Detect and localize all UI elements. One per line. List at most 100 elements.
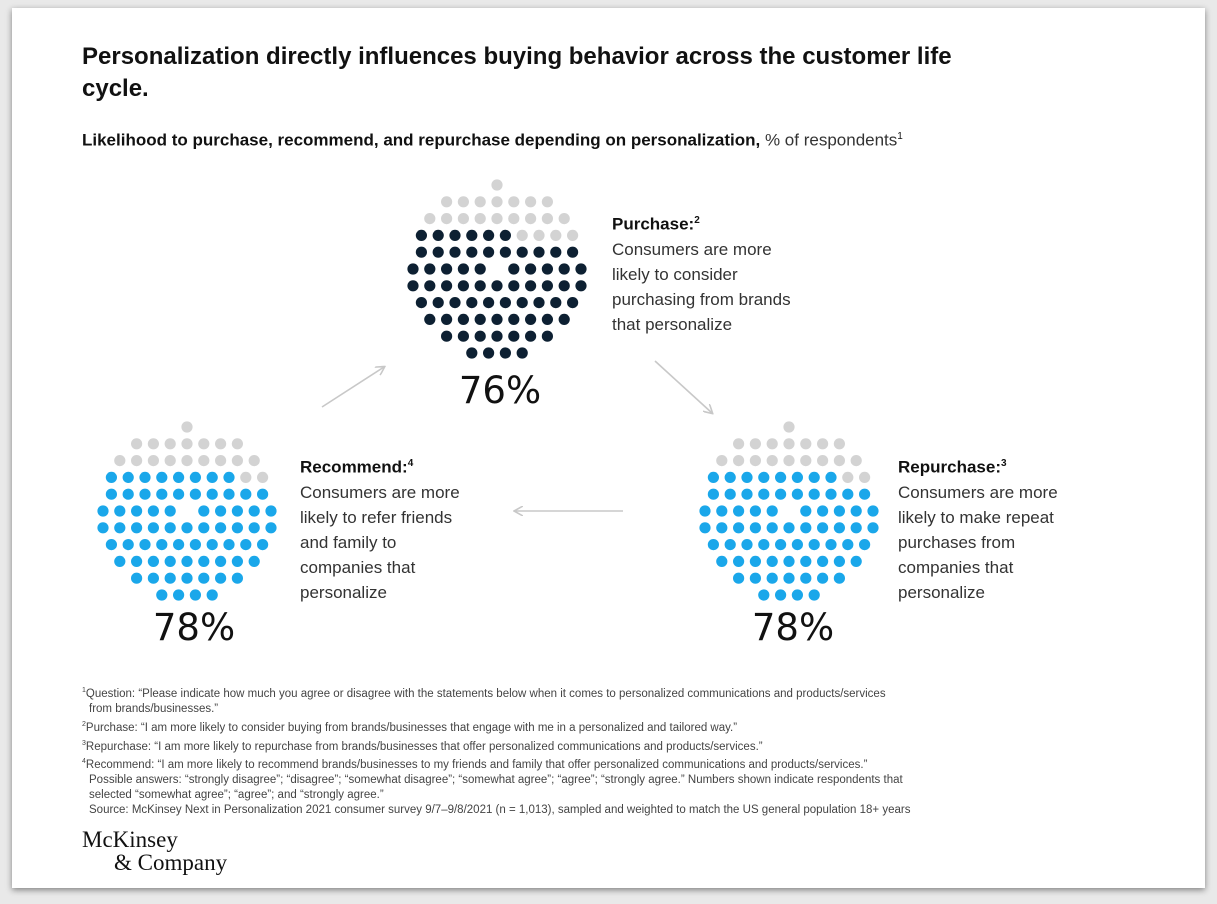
recommend-dot-remainder [215, 455, 227, 467]
page-title: Personalization directly influences buyi… [82, 43, 952, 102]
repurchase-dot-remainder [766, 455, 778, 467]
recommend-dot-filled [97, 505, 109, 517]
purchase-dot-filled [449, 229, 461, 241]
purchase-dot-filled [491, 280, 503, 292]
repurchase-dot-filled [791, 589, 804, 601]
purchase-dot-remainder [550, 229, 562, 241]
purchase-dot-filled [541, 263, 554, 275]
repurchase-dot-filled [808, 589, 820, 601]
repurchase-dot-filled [716, 522, 728, 534]
recommend-dot-filled [114, 522, 126, 534]
repurchase-dot-remainder [783, 421, 795, 433]
purchase-dot-filled [508, 313, 520, 325]
purchase-dot-filled [516, 246, 528, 258]
recommend-dot-remainder [147, 455, 159, 467]
purchase-dot-filled [415, 297, 427, 309]
recommend-dot-filled [114, 555, 126, 568]
footnote-line: from brands/businesses.” [89, 702, 219, 715]
repurchase-dot-filled [766, 522, 778, 534]
footnote-marker: 1 [82, 687, 86, 694]
purchase-dot-filled [466, 246, 478, 258]
repurchase-dot-filled [850, 505, 862, 517]
recommend-dot-filled [265, 505, 277, 517]
purchase-dot-filled [466, 229, 478, 241]
repurchase-dot-remainder [749, 455, 762, 467]
recommend-dot-filled [198, 572, 210, 584]
purchase-dot-filled [499, 297, 511, 309]
purchase-dot-filled [525, 313, 537, 325]
purchase-dot-filled [567, 297, 579, 309]
footnote-1: 1Question: “Please indicate how much you… [82, 683, 1162, 717]
repurchase-dot-remainder [716, 455, 728, 467]
repurchase-footnote-ref: 3 [1000, 458, 1007, 469]
purchase-dot-remainder [525, 213, 537, 225]
recommend-dot-remainder [248, 455, 260, 467]
purchase-dot-filled [525, 280, 537, 292]
purchase-dot-filled [466, 347, 478, 359]
purchase-dot-filled [550, 246, 562, 258]
recommend-dot-filled [223, 488, 235, 500]
repurchase-dot-remainder [842, 471, 854, 483]
recommend-dot-filled [164, 555, 176, 568]
purchase-dot-filled [516, 347, 528, 359]
purchase-dot-remainder [508, 196, 520, 208]
recommend-dot-filled [156, 471, 168, 483]
company-logo: McKinsey & Company [82, 828, 227, 874]
repurchase-value-label: 78% [751, 606, 835, 649]
recommend-dot-filled [173, 488, 185, 500]
repurchase-dot-filled [775, 539, 787, 551]
purchase-dot-remainder [541, 213, 554, 225]
chart-card: Personalization directly influences buyi… [12, 8, 1205, 888]
callout-recommend: Recommend:4 Consumers are more likely to… [300, 451, 460, 605]
recommend-dot-filled [215, 555, 227, 568]
repurchase-dot-filled [783, 555, 795, 568]
repurchase-label: Repurchase: [898, 457, 1001, 477]
recommend-footnote-ref: 4 [407, 458, 414, 469]
chart-subtitle: Likelihood to purchase, recommend, and r… [82, 125, 1182, 153]
purchase-dot-filled [474, 313, 486, 325]
recommend-label: Recommend: [300, 457, 408, 477]
recommend-dot-filled [122, 488, 134, 500]
purchase-dot-filled [432, 229, 444, 241]
repurchase-dot-filled [817, 505, 829, 517]
purchase-dot-filled [449, 246, 461, 258]
purchase-dot-filled [441, 313, 453, 325]
repurchase-dot-filled [699, 505, 711, 517]
recommend-dot-filled [248, 522, 260, 534]
recommend-dot-filled [240, 539, 252, 551]
recommend-dot-filled [181, 572, 193, 584]
recommend-dot-filled [240, 488, 252, 500]
footnote-line: Possible answers: “strongly disagree”; “… [89, 774, 903, 787]
recommend-dot-remainder [131, 438, 143, 450]
recommend-dot-filled [131, 505, 143, 517]
repurchase-dot-remainder [766, 438, 778, 450]
purchase-dot-remainder [508, 213, 520, 225]
repurchase-dot-filled [867, 505, 879, 517]
footnote-line: Source: McKinsey Next in Personalization… [89, 804, 911, 817]
repurchase-dot-filled [758, 589, 770, 601]
repurchase-dot-remainder [817, 438, 829, 450]
recommend-dot-filled [131, 572, 143, 584]
recommend-dot-filled [198, 505, 210, 517]
recommend-dot-filled [147, 522, 159, 534]
purchase-dot-filled [424, 263, 436, 275]
purchase-dot-filled [508, 263, 520, 275]
purchase-dot-remainder [533, 229, 545, 241]
purchase-dot-remainder [474, 196, 486, 208]
repurchase-dot-filled [825, 539, 837, 551]
recommend-dot-filled [139, 539, 151, 551]
recommend-dot-filled [131, 555, 143, 568]
purchase-dot-remainder [424, 213, 436, 225]
purchase-dot-remainder [516, 229, 528, 241]
purchase-dot-remainder [474, 213, 486, 225]
recommend-dot-remainder [198, 438, 210, 450]
repurchase-dot-remainder [817, 455, 829, 467]
repurchase-dot-filled [749, 555, 762, 568]
purchase-dot-filled [457, 280, 469, 292]
repurchase-dot-filled [800, 522, 812, 534]
recommend-dot-filled [231, 505, 243, 517]
repurchase-dot-filled [833, 555, 846, 568]
recommend-dot-remainder [215, 438, 227, 450]
recommend-dot-filled [206, 471, 218, 483]
purchase-dot-filled [424, 313, 436, 325]
